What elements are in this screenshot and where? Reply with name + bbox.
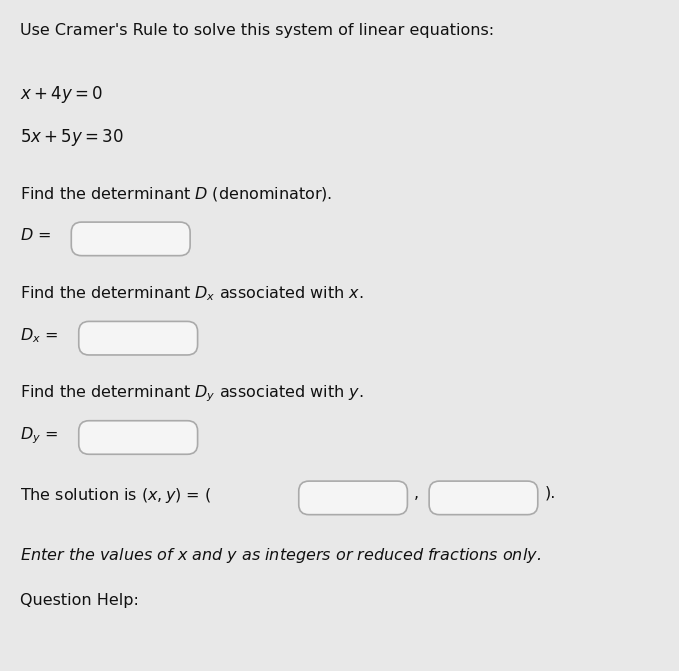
Text: Find the determinant $D_x$ associated with $x$.: Find the determinant $D_x$ associated wi…: [20, 284, 364, 303]
Text: $D$ =: $D$ =: [20, 227, 52, 243]
Text: Use Cramer's Rule to solve this system of linear equations:: Use Cramer's Rule to solve this system o…: [20, 23, 494, 38]
FancyBboxPatch shape: [79, 321, 198, 355]
Text: Question Help:: Question Help:: [20, 593, 139, 608]
FancyBboxPatch shape: [79, 421, 198, 454]
Text: The solution is $(x, y)$ = (: The solution is $(x, y)$ = (: [20, 486, 212, 505]
FancyBboxPatch shape: [429, 481, 538, 515]
Text: $x + 4y = 0$: $x + 4y = 0$: [20, 84, 103, 105]
Text: ,: ,: [414, 486, 420, 501]
Text: ).: ).: [545, 486, 556, 501]
Text: $D_x$ =: $D_x$ =: [20, 326, 58, 345]
FancyBboxPatch shape: [71, 222, 190, 256]
Text: Find the determinant $D$ (denominator).: Find the determinant $D$ (denominator).: [20, 185, 333, 203]
FancyBboxPatch shape: [299, 481, 407, 515]
Text: Enter the values of $x$ and $y$ as integers or reduced fractions only.: Enter the values of $x$ and $y$ as integ…: [20, 546, 541, 565]
Text: $5x + 5y = 30$: $5x + 5y = 30$: [20, 127, 124, 148]
Text: $D_y$ =: $D_y$ =: [20, 425, 58, 446]
Text: Find the determinant $D_y$ associated with $y$.: Find the determinant $D_y$ associated wi…: [20, 383, 364, 404]
